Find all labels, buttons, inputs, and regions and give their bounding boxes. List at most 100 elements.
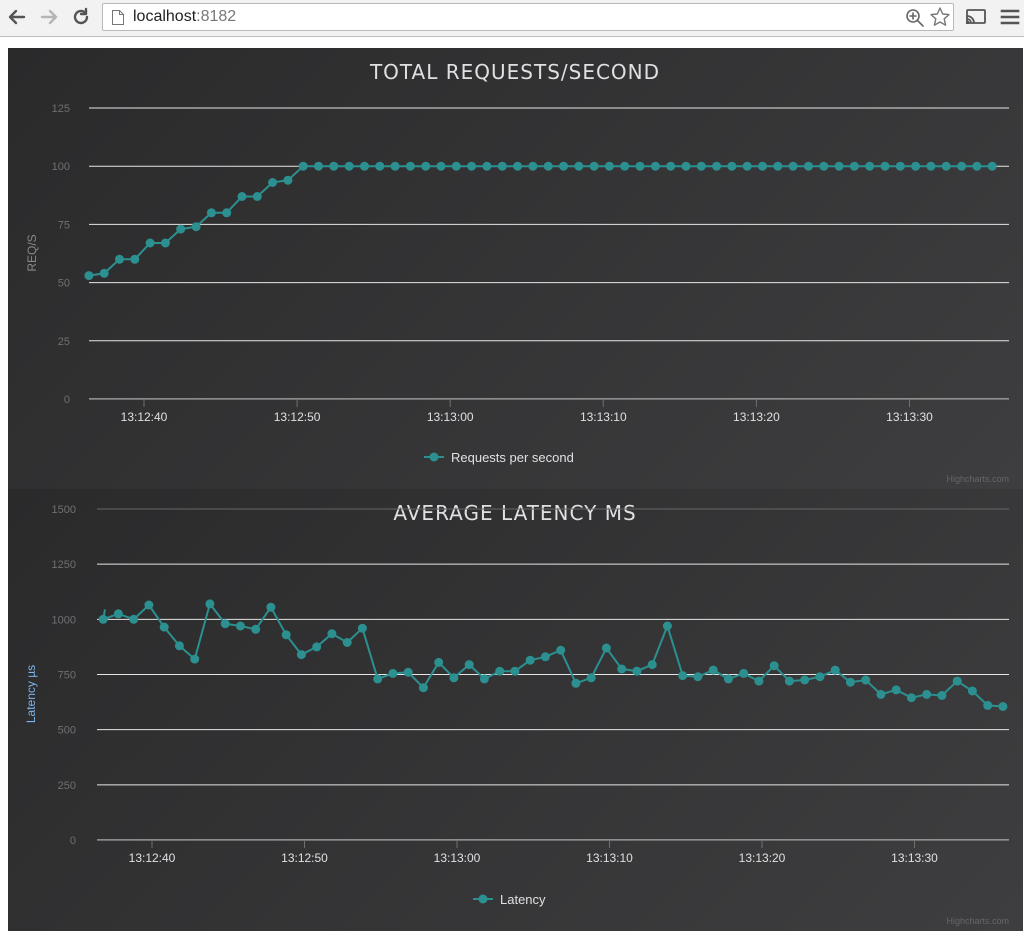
back-button[interactable] bbox=[5, 5, 29, 29]
data-point bbox=[678, 671, 688, 681]
legend-marker bbox=[478, 894, 488, 904]
data-point bbox=[405, 161, 415, 171]
hamburger-menu-icon[interactable] bbox=[998, 5, 1022, 29]
x-tick-label: 13:13:30 bbox=[891, 851, 938, 865]
chart-credits: Highcharts.com bbox=[946, 916, 1009, 926]
data-point bbox=[314, 161, 323, 171]
data-point bbox=[191, 222, 201, 232]
data-point bbox=[957, 161, 967, 171]
data-point bbox=[129, 614, 139, 624]
x-tick-label: 13:13:10 bbox=[586, 851, 633, 865]
data-point bbox=[342, 638, 352, 647]
data-point bbox=[647, 660, 657, 670]
data-point bbox=[922, 689, 932, 699]
chart-title: TOTAL REQUESTS/SECOND bbox=[369, 60, 660, 84]
data-point bbox=[620, 161, 630, 171]
data-point bbox=[987, 161, 997, 171]
data-point bbox=[144, 600, 154, 610]
browser-toolbar: localhost:8182 bbox=[0, 0, 1024, 37]
reload-icon bbox=[73, 7, 89, 25]
data-point bbox=[666, 161, 676, 171]
y-tick-label: 1500 bbox=[52, 504, 76, 516]
data-point bbox=[403, 667, 413, 677]
data-point bbox=[497, 161, 507, 171]
data-point bbox=[574, 161, 584, 171]
data-point bbox=[222, 208, 232, 218]
data-point bbox=[145, 238, 155, 248]
data-point bbox=[130, 254, 140, 264]
y-tick-label: 50 bbox=[58, 278, 70, 290]
x-tick-label: 13:12:50 bbox=[281, 851, 328, 865]
data-point bbox=[758, 161, 767, 171]
data-point bbox=[390, 161, 400, 171]
page-icon bbox=[112, 10, 124, 25]
data-point bbox=[237, 192, 247, 201]
data-point bbox=[952, 676, 962, 686]
data-point bbox=[972, 161, 982, 171]
data-point bbox=[586, 673, 596, 683]
data-point bbox=[788, 161, 798, 171]
data-point bbox=[845, 677, 855, 687]
data-point bbox=[556, 645, 566, 655]
forward-button[interactable] bbox=[37, 5, 61, 29]
data-point bbox=[84, 271, 94, 281]
forward-arrow-icon bbox=[40, 9, 58, 25]
star-icon[interactable] bbox=[929, 6, 951, 28]
data-point bbox=[819, 161, 829, 171]
x-tick-label: 13:13:20 bbox=[733, 410, 780, 424]
data-point bbox=[329, 161, 339, 171]
data-point bbox=[357, 623, 367, 633]
data-point bbox=[865, 161, 875, 171]
data-point bbox=[830, 665, 840, 675]
data-point bbox=[206, 208, 216, 218]
data-point bbox=[662, 621, 672, 631]
data-point bbox=[926, 161, 936, 171]
data-point bbox=[849, 161, 859, 171]
y-axis-label: REQ/S bbox=[25, 234, 39, 271]
data-point bbox=[298, 161, 308, 171]
data-point bbox=[784, 676, 794, 686]
cast-icon[interactable] bbox=[964, 5, 988, 29]
data-point bbox=[525, 655, 535, 665]
page-bottom bbox=[0, 931, 1024, 937]
x-tick-label: 13:12:40 bbox=[129, 851, 176, 865]
data-point bbox=[589, 161, 599, 171]
data-point bbox=[296, 650, 306, 660]
data-point bbox=[815, 672, 825, 682]
data-point bbox=[540, 652, 550, 662]
data-point bbox=[528, 161, 538, 171]
data-point bbox=[601, 643, 611, 653]
data-point bbox=[373, 674, 383, 684]
x-tick-label: 13:12:40 bbox=[121, 410, 168, 424]
latency-chart: AVERAGE LATENCY MS 0 250 500 750 1000 1250 1500… bbox=[24, 501, 1009, 926]
legend-label: Requests per second bbox=[451, 450, 574, 465]
x-tick-label: 13:13:10 bbox=[580, 410, 627, 424]
back-arrow-icon bbox=[8, 9, 26, 25]
x-tick-label: 13:13:30 bbox=[886, 410, 933, 424]
reload-button[interactable] bbox=[69, 5, 93, 29]
y-tick-label: 750 bbox=[58, 670, 76, 682]
zoom-icon[interactable] bbox=[905, 8, 925, 28]
data-point bbox=[876, 689, 886, 699]
data-point bbox=[421, 161, 431, 171]
x-tick-label: 13:12:50 bbox=[274, 410, 321, 424]
address-bar[interactable]: localhost:8182 bbox=[102, 3, 954, 31]
y-tick-label: 100 bbox=[52, 161, 70, 173]
data-point bbox=[159, 622, 169, 632]
data-point bbox=[804, 161, 813, 171]
data-point bbox=[559, 161, 568, 171]
url-text: localhost:8182 bbox=[133, 8, 237, 25]
data-point bbox=[834, 161, 844, 171]
data-point bbox=[693, 672, 703, 682]
data-point bbox=[418, 683, 428, 693]
data-point bbox=[113, 609, 123, 619]
data-point bbox=[99, 268, 109, 278]
data-point bbox=[388, 668, 398, 678]
data-point bbox=[769, 661, 779, 671]
data-point bbox=[281, 630, 291, 640]
data-point bbox=[998, 702, 1008, 711]
data-point bbox=[742, 161, 752, 171]
data-point bbox=[880, 161, 890, 171]
y-axis-label: Latency µs bbox=[24, 665, 38, 723]
data-point bbox=[800, 675, 810, 685]
